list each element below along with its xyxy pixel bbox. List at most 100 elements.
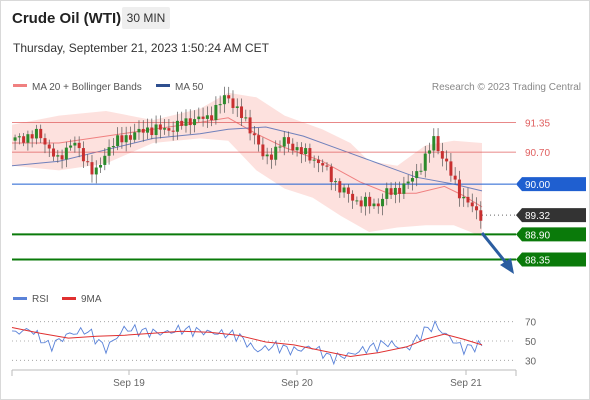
- candle-body: [107, 147, 111, 156]
- time-tick-label: Sep 21: [450, 378, 482, 389]
- candle-body: [282, 137, 286, 147]
- candle-body: [39, 128, 43, 139]
- rsi-legend-swatch: [13, 297, 27, 300]
- chart-timestamp: Thursday, September 21, 2023 1:50:24 AM …: [13, 41, 269, 55]
- level-88-35-label: 88.35: [525, 255, 550, 266]
- candle-body: [269, 154, 273, 160]
- level-90-70-label: 90.70: [525, 148, 550, 159]
- time-tick-label: Sep 20: [281, 378, 313, 389]
- candle-body: [94, 167, 98, 175]
- candle-body: [457, 179, 461, 199]
- candle-body: [419, 170, 423, 172]
- rsi-tick-50: 50: [525, 337, 537, 348]
- candle-body: [321, 163, 325, 166]
- candle-body: [355, 200, 359, 202]
- candle-body: [372, 203, 376, 207]
- copyright-text: Research © 2023 Trading Central: [432, 82, 581, 93]
- level-91-35-label: 91.35: [525, 118, 550, 129]
- candle-body: [381, 198, 385, 207]
- candle-body: [291, 143, 295, 151]
- candle-body: [146, 127, 150, 133]
- rsi-ma-legend-swatch: [62, 297, 76, 300]
- candle-body: [56, 155, 60, 157]
- ma50-legend-label: MA 50: [175, 82, 204, 93]
- candle-body: [128, 135, 132, 140]
- candle-body: [470, 202, 474, 207]
- candle-body: [163, 128, 167, 130]
- candle-body: [222, 95, 226, 105]
- rsi-tick-30: 30: [525, 356, 537, 367]
- candle-body: [376, 203, 380, 207]
- price-levels-layer: 91.35 90.70 90.00 89.32 88.90 88.35: [12, 118, 586, 267]
- level-88-90-label: 88.90: [525, 230, 550, 241]
- candle-body: [244, 117, 248, 119]
- candle-body: [440, 151, 444, 159]
- candle-body: [47, 144, 51, 149]
- rsi-tick-70: 70: [525, 318, 537, 329]
- candle-body: [116, 135, 120, 147]
- candle-body: [188, 118, 192, 126]
- candle-body: [248, 117, 252, 134]
- candle-body: [406, 181, 410, 184]
- candle-body: [77, 142, 81, 149]
- candle-body: [231, 98, 235, 108]
- candle-body: [453, 175, 457, 180]
- candle-body: [86, 161, 90, 163]
- candle-body: [338, 181, 342, 193]
- candle-body: [363, 196, 367, 207]
- candle-body: [52, 148, 56, 157]
- candle-body: [415, 171, 419, 179]
- candle-body: [342, 187, 346, 193]
- candle-body: [410, 178, 414, 182]
- candle-body: [368, 196, 372, 207]
- ma20-legend-swatch: [13, 84, 27, 87]
- candle-body: [462, 196, 466, 199]
- candle-body: [90, 162, 94, 175]
- forecast-arrow-head: [500, 258, 514, 274]
- candle-body: [171, 130, 175, 132]
- candle-body: [299, 147, 303, 155]
- level-89-32-tag: [516, 208, 586, 223]
- candle-body: [180, 120, 184, 126]
- candle-body: [205, 115, 209, 119]
- candle-body: [436, 136, 440, 152]
- candle-body: [265, 154, 269, 157]
- candle-body: [184, 118, 188, 126]
- candle-body: [111, 146, 115, 148]
- candle-body: [278, 146, 282, 148]
- level-90-00-label: 90.00: [525, 180, 550, 191]
- candle-body: [261, 144, 265, 157]
- candle-body: [26, 134, 30, 143]
- candle-body: [428, 150, 432, 154]
- time-ticks: Sep 19 Sep 20 Sep 21: [113, 370, 482, 389]
- candle-body: [240, 106, 244, 119]
- interval-badge[interactable]: 30 MIN: [122, 7, 170, 29]
- candle-body: [124, 135, 128, 143]
- candle-body: [423, 153, 427, 171]
- candle-body: [329, 166, 333, 182]
- candle-body: [158, 124, 162, 130]
- instrument-title: Crude Oil (WTI): [12, 10, 122, 27]
- candle-body: [167, 128, 171, 131]
- candle-body: [154, 124, 158, 136]
- candle-body: [43, 138, 47, 145]
- candle-body: [120, 135, 124, 143]
- candle-body: [137, 128, 141, 133]
- candle-body: [295, 147, 299, 151]
- candle-body: [150, 127, 154, 136]
- candle-body: [69, 145, 73, 148]
- candle-body: [141, 128, 145, 133]
- candle-body: [73, 142, 77, 146]
- candle-body: [133, 132, 137, 140]
- candle-body: [13, 137, 17, 141]
- candle-body: [218, 104, 222, 106]
- candle-body: [325, 165, 329, 167]
- ma20-legend-label: MA 20 + Bollinger Bands: [32, 82, 142, 93]
- candle-body: [257, 135, 261, 145]
- candle-body: [34, 128, 38, 139]
- candle-body: [227, 95, 231, 99]
- candle-body: [389, 188, 393, 195]
- candle-body: [475, 206, 479, 211]
- candle-body: [274, 146, 278, 160]
